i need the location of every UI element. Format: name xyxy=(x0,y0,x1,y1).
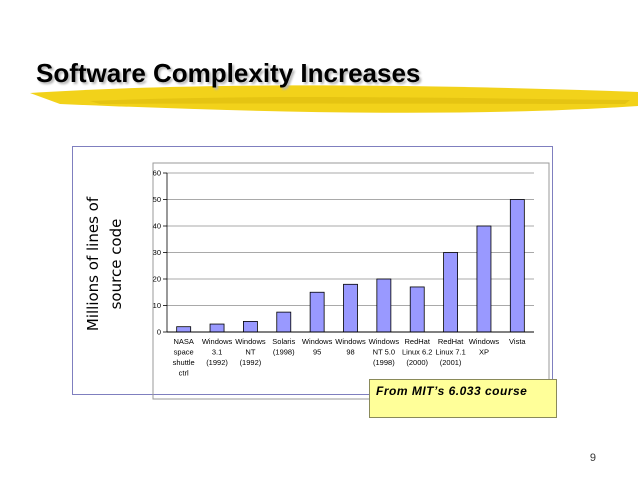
x-category-label-line: Windows xyxy=(335,337,366,346)
x-category-label-line: RedHat xyxy=(438,337,464,346)
x-category-label: NASA space shuttle ctrl xyxy=(173,337,195,378)
y-tick-label: 0 xyxy=(157,328,161,337)
x-category-label: Windows 95 xyxy=(302,337,333,357)
y-tick-label: 60 xyxy=(153,169,161,178)
x-category-label-line: 98 xyxy=(346,348,354,357)
x-category-label-line: Windows xyxy=(469,337,500,346)
x-category-label-line: 3.1 xyxy=(212,348,222,357)
x-category-label-line: Windows xyxy=(302,337,333,346)
x-category-label-line: Linux 7.1 xyxy=(435,348,465,357)
x-category-label-line: (1998) xyxy=(273,348,295,357)
y-tick-label: 10 xyxy=(153,301,161,310)
y-tick-label: 40 xyxy=(153,222,161,231)
x-category-label: RedHat Linux 6.2 (2000) xyxy=(402,337,432,367)
x-category-label-line: NT xyxy=(245,348,255,357)
x-category-label-line: 95 xyxy=(313,348,321,357)
x-category-label-line: XP xyxy=(479,348,489,357)
chart-area-border xyxy=(152,162,550,400)
x-category-label-line: Solaris xyxy=(272,337,295,346)
x-category-label-line: Windows xyxy=(369,337,400,346)
x-category-label-line: space xyxy=(174,348,194,357)
x-category-label-line: (1992) xyxy=(240,358,262,367)
x-category-label: Windows 98 xyxy=(335,337,366,357)
y-tick-label: 50 xyxy=(153,195,161,204)
x-category-label-line: shuttle xyxy=(173,358,195,367)
x-category-label-line: Linux 6.2 xyxy=(402,348,432,357)
x-category-label-line: (2000) xyxy=(406,358,428,367)
slide-title: Software Complexity Increases xyxy=(36,58,421,88)
x-category-label-line: ctrl xyxy=(179,369,189,378)
x-category-label: Windows XP xyxy=(469,337,500,357)
x-category-label-line: Windows xyxy=(235,337,266,346)
source-note: From MIT’s 6.033 course xyxy=(369,379,557,418)
x-category-label-line: RedHat xyxy=(405,337,431,346)
x-category-label: RedHat Linux 7.1 (2001) xyxy=(435,337,465,367)
x-category-label-line: Windows xyxy=(202,337,233,346)
x-category-label: Windows NT (1992) xyxy=(235,337,266,367)
x-category-label-line: (1998) xyxy=(373,358,395,367)
x-category-label-line: NT 5.0 xyxy=(373,348,395,357)
x-category-label-line: (2001) xyxy=(440,358,462,367)
x-category-label-line: NASA xyxy=(173,337,193,346)
x-category-label: Vista xyxy=(509,337,526,346)
page-number: 9 xyxy=(589,452,596,464)
x-category-label: Windows NT 5.0 (1998) xyxy=(369,337,400,367)
x-category-label: Solaris (1998) xyxy=(272,337,295,357)
y-tick-label: 30 xyxy=(153,248,161,257)
x-category-label-line: Vista xyxy=(509,337,526,346)
x-category-label: Windows 3.1 (1992) xyxy=(202,337,233,367)
chart-frame xyxy=(72,146,553,395)
y-tick-label: 20 xyxy=(153,275,161,284)
x-category-label-line: (1992) xyxy=(206,358,228,367)
